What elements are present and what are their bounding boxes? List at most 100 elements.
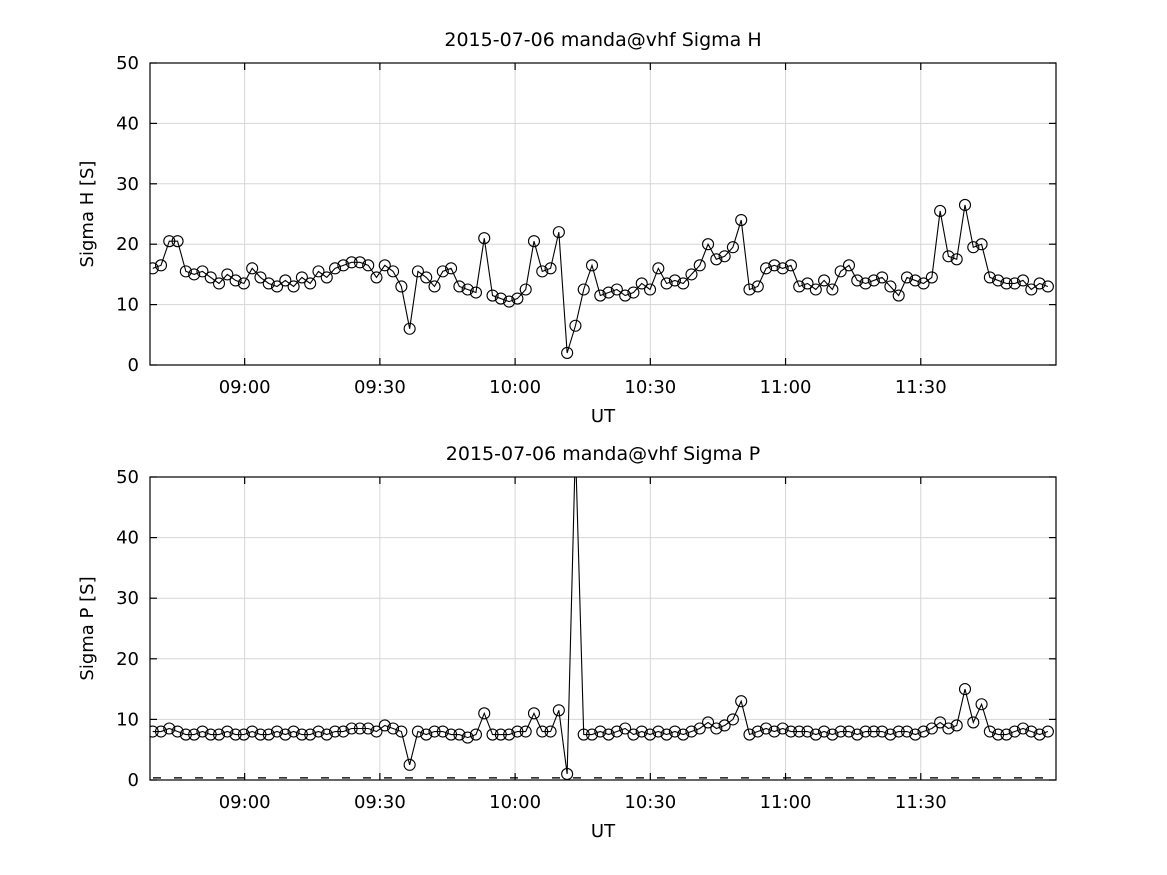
sigma-h-marker bbox=[552, 226, 565, 239]
sigma-h-marker bbox=[892, 289, 905, 302]
sigma-p-marker bbox=[494, 728, 507, 741]
sigma-p-marker bbox=[378, 719, 391, 732]
sigma-p-marker bbox=[478, 707, 491, 720]
y-axis-label: Sigma P [S] bbox=[77, 576, 98, 680]
sigma-p-marker bbox=[701, 716, 715, 729]
sigma-h-marker bbox=[585, 259, 599, 272]
sigma-h-marker bbox=[851, 274, 864, 287]
sigma-h-marker bbox=[494, 292, 507, 305]
sigma-p-marker bbox=[925, 722, 938, 735]
plot-box bbox=[149, 62, 1057, 366]
sigma-h-marker bbox=[710, 253, 723, 266]
sigma-h-marker bbox=[469, 286, 483, 299]
sigma-h-marker bbox=[411, 265, 424, 278]
sigma-h-marker bbox=[154, 259, 168, 272]
sigma-h-marker bbox=[1000, 277, 1013, 290]
sigma-p-marker bbox=[370, 725, 383, 738]
sigma-h-marker bbox=[925, 271, 938, 284]
sigma-h-marker bbox=[776, 262, 789, 275]
sigma-p-marker bbox=[270, 725, 284, 738]
sigma-h-marker bbox=[660, 277, 673, 290]
sigma-p-marker bbox=[420, 728, 433, 741]
sigma-p-marker bbox=[950, 719, 963, 732]
sigma-h-marker bbox=[204, 271, 217, 284]
sigma-p-marker bbox=[163, 722, 176, 735]
sigma-h-marker bbox=[751, 280, 764, 293]
sigma-h-marker bbox=[627, 286, 640, 299]
sigma-h-marker bbox=[503, 295, 516, 308]
sigma-p-marker bbox=[577, 728, 590, 741]
sigma-h-marker bbox=[370, 271, 383, 284]
sigma-p-marker bbox=[295, 728, 308, 741]
x-tick-label: 10:30 bbox=[624, 792, 676, 813]
sigma-h-marker bbox=[1008, 277, 1021, 290]
y-tick-label: 50 bbox=[116, 467, 139, 488]
sigma-h-marker bbox=[196, 265, 209, 278]
sigma-p-marker bbox=[826, 728, 839, 741]
x-tick-label: 11:00 bbox=[760, 377, 812, 398]
sigma-h-marker bbox=[635, 277, 648, 290]
sigma-p-marker bbox=[934, 716, 947, 729]
chart-title: 2015-07-06 manda@vhf Sigma P bbox=[446, 443, 760, 465]
sigma-h-marker bbox=[867, 274, 880, 287]
y-tick-label: 0 bbox=[128, 355, 139, 376]
sigma-p-marker bbox=[876, 725, 889, 738]
sigma-h-marker bbox=[884, 280, 897, 293]
y-tick-label: 20 bbox=[116, 649, 139, 670]
sigma-p-marker bbox=[585, 728, 599, 741]
sigma-h-marker bbox=[188, 268, 201, 281]
sigma-p-marker bbox=[237, 728, 250, 741]
sigma-p-marker bbox=[1025, 725, 1038, 738]
sigma-h-marker bbox=[1016, 274, 1030, 287]
sigma-h-marker bbox=[329, 262, 342, 275]
sigma-p-marker bbox=[196, 725, 209, 738]
sigma-h-marker bbox=[1033, 277, 1046, 290]
sigma-h-marker bbox=[983, 271, 996, 284]
sigma-p-marker bbox=[726, 713, 739, 726]
sigma-h-marker bbox=[726, 241, 739, 254]
sigma-p-marker bbox=[735, 695, 748, 708]
sigma-h-marker bbox=[809, 283, 822, 296]
sigma-p-marker bbox=[262, 728, 275, 741]
sigma-h-marker bbox=[967, 241, 980, 254]
sigma-h-marker bbox=[826, 283, 839, 296]
sigma-p-marker bbox=[436, 725, 449, 738]
x-tick-label: 09:00 bbox=[219, 792, 271, 813]
sigma-p-marker bbox=[776, 722, 789, 735]
sigma-h-marker bbox=[917, 277, 930, 290]
sigma-p-marker bbox=[353, 722, 366, 735]
sigma-h-marker bbox=[784, 259, 797, 272]
sigma-h-marker bbox=[270, 280, 284, 293]
y-tick-label: 50 bbox=[116, 53, 139, 74]
grid-lines bbox=[150, 63, 1056, 365]
sigma-h-marker bbox=[519, 283, 532, 296]
y-tick-label: 30 bbox=[116, 174, 139, 195]
sigma-p-marker bbox=[387, 722, 400, 735]
sigma-p-marker bbox=[552, 704, 565, 717]
sigma-h-marker bbox=[610, 283, 623, 296]
x-axis-label: UT bbox=[591, 406, 616, 427]
sigma-p-marker bbox=[320, 728, 333, 741]
sigma-p-marker bbox=[602, 728, 615, 741]
sigma-p-marker bbox=[610, 725, 623, 738]
sigma-h-marker bbox=[295, 271, 308, 284]
sigma-p-marker bbox=[312, 725, 325, 738]
sigma-p-marker bbox=[171, 725, 184, 738]
sigma-h-marker bbox=[958, 198, 972, 211]
x-tick-label: 11:00 bbox=[760, 792, 812, 813]
sigma-p-marker bbox=[445, 728, 458, 741]
sigma-p-marker bbox=[188, 728, 201, 741]
sigma-p-marker bbox=[768, 725, 781, 738]
sigma-h-marker bbox=[478, 232, 491, 245]
sigma-p-marker bbox=[685, 725, 698, 738]
sigma-h-marker bbox=[942, 250, 955, 263]
sigma-h-marker bbox=[793, 280, 806, 293]
x-tick-label: 11:30 bbox=[895, 792, 947, 813]
sigma-p-marker bbox=[1041, 725, 1054, 738]
sigma-h-marker bbox=[403, 322, 416, 335]
sigma-p-marker bbox=[1016, 722, 1030, 735]
x-tick-label: 10:00 bbox=[489, 377, 541, 398]
sigma-h-marker bbox=[859, 277, 872, 290]
sigma-p-marker bbox=[975, 698, 988, 711]
sigma-h-line bbox=[152, 204, 1049, 354]
